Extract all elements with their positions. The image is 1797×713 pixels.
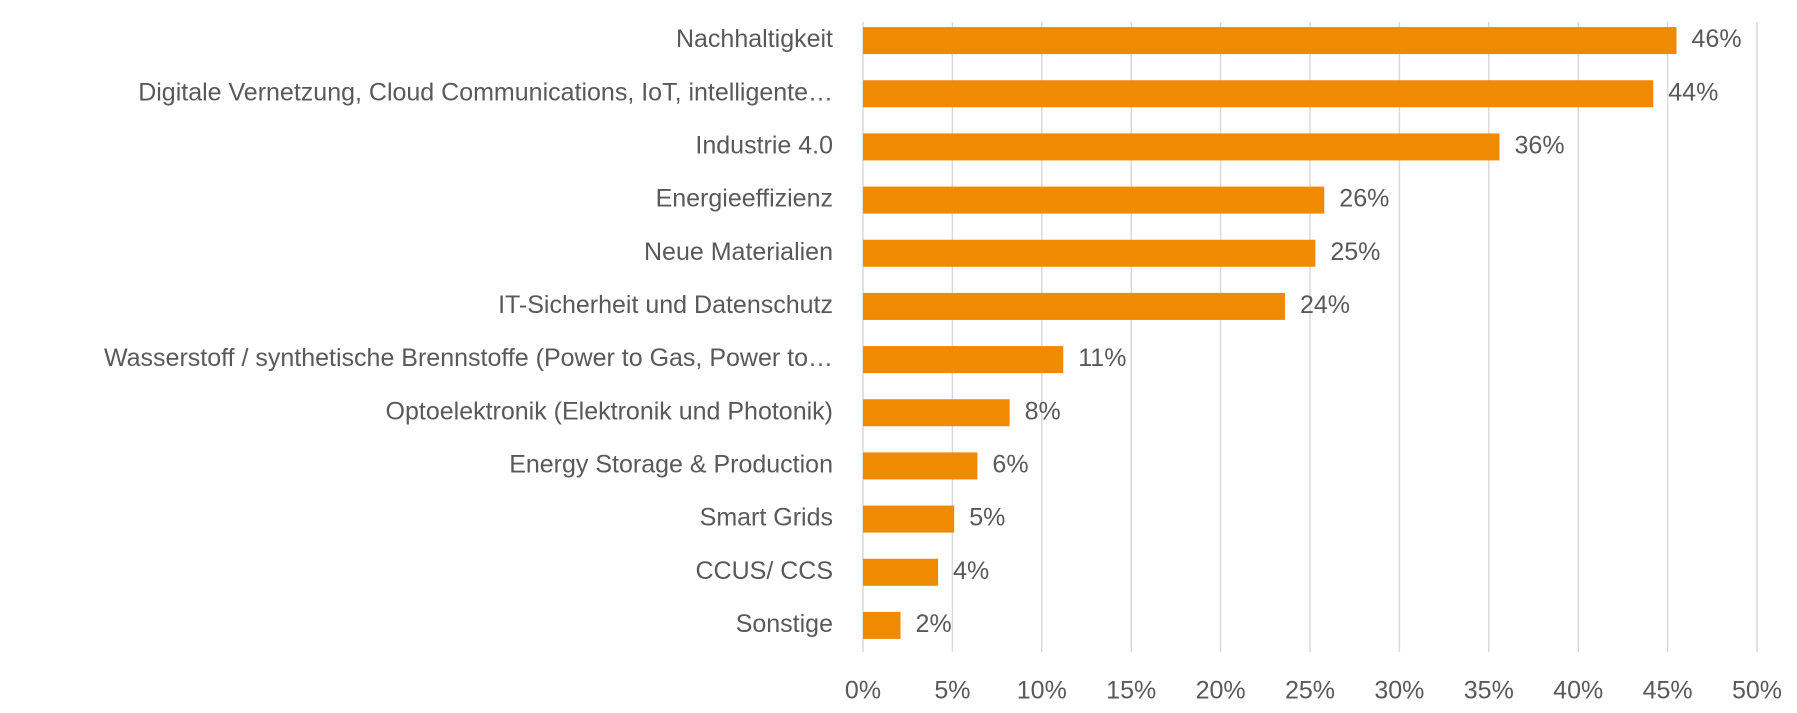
data-label: 44% xyxy=(1668,78,1718,106)
x-tick-label: 40% xyxy=(1553,677,1603,705)
y-tick-label: Smart Grids xyxy=(700,504,833,532)
y-tick-label: CCUS/ CCS xyxy=(695,557,833,585)
y-tick-label: Optoelektronik (Elektronik und Photonik) xyxy=(386,397,833,425)
bar xyxy=(863,346,1064,374)
x-tick-label: 35% xyxy=(1464,677,1514,705)
x-tick-label: 25% xyxy=(1285,677,1335,705)
data-label: 36% xyxy=(1515,132,1565,160)
bar xyxy=(863,186,1325,214)
x-tick-label: 20% xyxy=(1196,677,1246,705)
bar xyxy=(863,80,1654,108)
y-tick-label: Digitale Vernetzung, Cloud Communication… xyxy=(138,78,833,106)
y-tick-label: Wasserstoff / synthetische Brennstoffe (… xyxy=(104,344,833,372)
bar xyxy=(863,133,1500,161)
x-tick-label: 50% xyxy=(1732,677,1782,705)
data-label: 25% xyxy=(1330,238,1380,266)
data-label: 46% xyxy=(1692,25,1742,53)
bar xyxy=(863,292,1285,320)
x-tick-label: 0% xyxy=(845,677,881,705)
y-tick-label: Energy Storage & Production xyxy=(509,451,833,479)
x-tick-label: 45% xyxy=(1643,677,1693,705)
data-label: 11% xyxy=(1078,344,1126,372)
data-label: 6% xyxy=(992,451,1028,479)
x-tick-label: 10% xyxy=(1017,677,1067,705)
data-label: 4% xyxy=(953,557,989,585)
bar xyxy=(863,399,1010,427)
bar xyxy=(863,27,1677,55)
bar xyxy=(863,239,1316,267)
data-label: 8% xyxy=(1025,397,1061,425)
y-tick-label: Industrie 4.0 xyxy=(695,132,833,160)
x-tick-label: 5% xyxy=(934,677,970,705)
data-label: 24% xyxy=(1300,291,1350,319)
x-tick-label: 15% xyxy=(1106,677,1156,705)
y-tick-label: Sonstige xyxy=(736,610,833,638)
y-tick-label: Nachhaltigkeit xyxy=(676,25,833,53)
x-tick-label: 30% xyxy=(1374,677,1424,705)
data-label: 26% xyxy=(1339,185,1389,213)
y-tick-label: Neue Materialien xyxy=(644,238,833,266)
y-tick-label: IT-Sicherheit und Datenschutz xyxy=(498,291,833,319)
data-label: 2% xyxy=(916,610,952,638)
bar xyxy=(863,611,901,639)
data-label: 5% xyxy=(969,504,1005,532)
y-tick-label: Energieeffizienz xyxy=(656,185,833,213)
bar xyxy=(863,505,955,533)
bar xyxy=(863,558,939,586)
bar xyxy=(863,452,978,480)
